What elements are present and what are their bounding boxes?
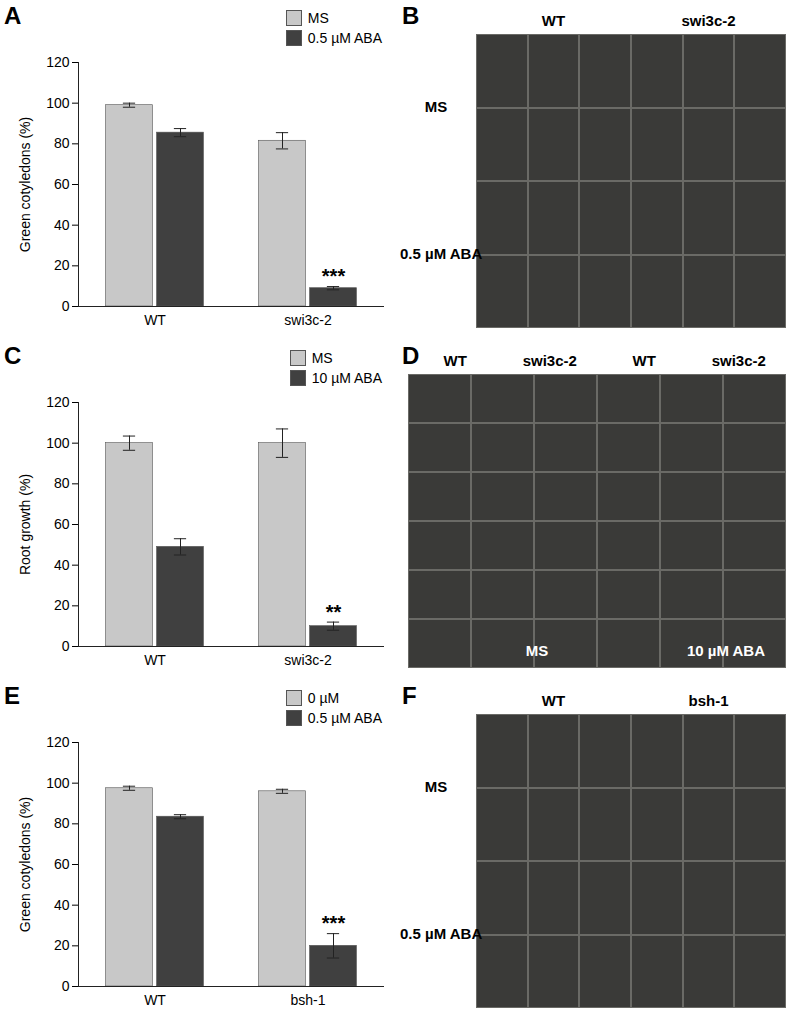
html-text:D: D xyxy=(402,342,420,369)
svg-text:***: *** xyxy=(322,265,346,287)
svg-text:20: 20 xyxy=(54,937,70,953)
html-text:swi3c-2: swi3c-2 xyxy=(681,12,736,29)
html-text:10 µM ABA: 10 µM ABA xyxy=(686,642,765,659)
html-text:E: E xyxy=(4,682,20,709)
html-text:A: A xyxy=(4,2,22,29)
svg-text:WT: WT xyxy=(144,652,166,668)
html-text:0.5 µM ABA: 0.5 µM ABA xyxy=(400,924,483,942)
svg-text:Root growth (%): Root growth (%) xyxy=(17,474,33,575)
html-text:C: C xyxy=(4,342,22,369)
html-text:0.5 µM ABA: 0.5 µM ABA xyxy=(307,710,382,726)
svg-text:80: 80 xyxy=(54,815,70,831)
html-text:swi3c-2: swi3c-2 xyxy=(522,352,577,369)
svg-text:100: 100 xyxy=(46,435,70,451)
svg-text:swi3c-2: swi3c-2 xyxy=(284,312,332,328)
svg-text:swi3c-2: swi3c-2 xyxy=(284,652,332,668)
svg-text:40: 40 xyxy=(54,557,70,573)
svg-text:80: 80 xyxy=(54,135,70,151)
svg-text:**: ** xyxy=(326,601,342,623)
svg-text:WT: WT xyxy=(144,312,166,328)
html-text:WT: WT xyxy=(541,12,566,29)
svg-text:120: 120 xyxy=(46,394,70,410)
html-text:10 µM ABA: 10 µM ABA xyxy=(311,370,382,386)
svg-text:0: 0 xyxy=(62,638,70,654)
svg-text:100: 100 xyxy=(46,95,70,111)
svg-text:40: 40 xyxy=(54,897,70,913)
svg-text:20: 20 xyxy=(54,597,70,613)
html-text:MS: MS xyxy=(311,350,333,366)
svg-text:0: 0 xyxy=(62,978,70,994)
html-text:WT: WT xyxy=(443,352,467,369)
html-text:WT: WT xyxy=(632,352,656,369)
svg-text:120: 120 xyxy=(46,734,70,750)
html-text:bsh-1: bsh-1 xyxy=(688,692,729,709)
html-text:MS: MS xyxy=(424,777,448,795)
svg-text:60: 60 xyxy=(54,516,70,532)
svg-text:***: *** xyxy=(322,912,346,934)
html-text:WT: WT xyxy=(541,692,566,709)
html-text:B: B xyxy=(402,2,420,29)
html-text:F: F xyxy=(402,682,417,709)
svg-text:120: 120 xyxy=(46,54,70,70)
html-text:0 µM: 0 µM xyxy=(307,690,340,706)
html-text:0.5 µM ABA: 0.5 µM ABA xyxy=(307,30,382,46)
html-text:MS: MS xyxy=(424,97,448,115)
svg-text:80: 80 xyxy=(54,475,70,491)
svg-text:Green cotyledons (%): Green cotyledons (%) xyxy=(17,797,33,932)
html-text:MS: MS xyxy=(307,10,329,26)
html-text:swi3c-2: swi3c-2 xyxy=(711,352,766,369)
html-text:MS: MS xyxy=(525,642,549,659)
svg-text:100: 100 xyxy=(46,775,70,791)
svg-text:60: 60 xyxy=(54,856,70,872)
svg-text:bsh-1: bsh-1 xyxy=(290,992,325,1008)
svg-text:60: 60 xyxy=(54,176,70,192)
svg-text:40: 40 xyxy=(54,217,70,233)
svg-text:0: 0 xyxy=(62,298,70,314)
svg-text:20: 20 xyxy=(54,257,70,273)
svg-text:WT: WT xyxy=(144,992,166,1008)
svg-text:Green cotyledons (%): Green cotyledons (%) xyxy=(17,117,33,252)
html-text:0.5 µM ABA: 0.5 µM ABA xyxy=(400,244,483,262)
